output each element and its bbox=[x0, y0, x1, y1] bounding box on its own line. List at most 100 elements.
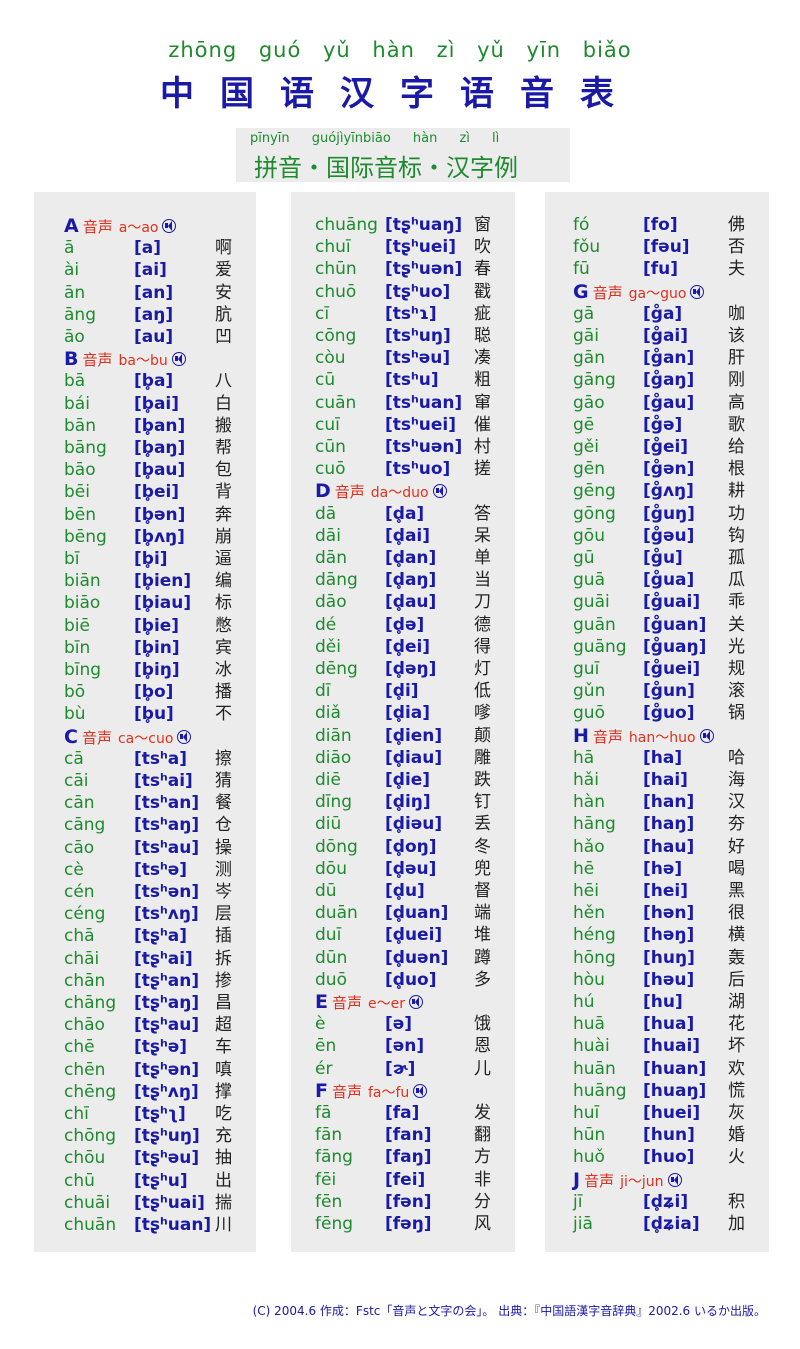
ipa-cell: [d̥iau] bbox=[385, 747, 443, 768]
table-row: cuān [tsʰuan] 窜 bbox=[315, 392, 491, 414]
pinyin-cell: gēng bbox=[573, 481, 616, 502]
pinyin-cell: cén bbox=[64, 882, 95, 902]
speaker-icon[interactable] bbox=[667, 1172, 682, 1187]
section-header: D 音声 da～duo bbox=[315, 480, 491, 502]
pinyin-cell: bā bbox=[64, 371, 86, 392]
speaker-icon[interactable] bbox=[171, 352, 186, 367]
speaker-icon[interactable] bbox=[408, 995, 423, 1009]
ipa-cell: [b̥ən] bbox=[134, 504, 186, 525]
hanzi-cell: 答 bbox=[474, 503, 491, 524]
ipa-cell: [b̥ei] bbox=[134, 482, 180, 503]
pinyin-cell: cāng bbox=[64, 815, 106, 836]
ipa-cell: [d̥aŋ] bbox=[385, 570, 437, 591]
ipa-cell: [b̥a] bbox=[134, 371, 174, 392]
table-row: cān [tsʰan] 餐 bbox=[64, 792, 232, 814]
table-row: còu [tsʰəu] 凑 bbox=[315, 347, 491, 369]
hanzi-cell: 锅 bbox=[728, 703, 745, 724]
pinyin-cell: chēn bbox=[64, 1059, 106, 1080]
table-row: guāi [g̊uai] 乖 bbox=[573, 591, 745, 613]
pinyin-cell: dōng bbox=[315, 836, 358, 857]
ipa-cell: [fəŋ] bbox=[385, 1214, 432, 1234]
section-label: 音声 bbox=[592, 727, 623, 746]
pinyin-cell: chuān bbox=[64, 1215, 117, 1235]
table-row: chōu [tʂʰəu] 抽 bbox=[64, 1147, 232, 1169]
table-row: dū [d̥u] 督 bbox=[315, 880, 491, 902]
ipa-cell: [g̊un] bbox=[643, 681, 695, 702]
section-label: 音声 bbox=[331, 1082, 362, 1101]
pinyin-cell: cī bbox=[315, 303, 330, 324]
table-row: cāi [tsʰai] 猜 bbox=[64, 770, 232, 792]
pinyin-cell: hàn bbox=[573, 792, 605, 813]
speaker-icon[interactable] bbox=[162, 219, 177, 233]
table-row: dūn [d̥uən] 蹲 bbox=[315, 947, 491, 969]
table-row: chuō [tʂʰuo] 戳 bbox=[315, 281, 491, 303]
table-row: guāng [g̊uaŋ] 光 bbox=[573, 636, 745, 658]
ipa-cell: [g̊ai] bbox=[643, 326, 689, 346]
hanzi-cell: 聪 bbox=[474, 326, 491, 346]
table-row: cuō [tsʰuo] 搓 bbox=[315, 458, 491, 480]
hanzi-cell: 关 bbox=[728, 614, 745, 635]
speaker-icon[interactable] bbox=[432, 484, 447, 499]
pinyin-cell: gē bbox=[573, 414, 595, 435]
pinyin-cell: fēn bbox=[315, 1191, 343, 1212]
table-row: bù [b̥u] 不 bbox=[64, 703, 232, 725]
hanzi-cell: 拆 bbox=[215, 948, 232, 969]
table-row: hēi [hei] 黑 bbox=[573, 880, 745, 902]
table-row: chāo [tʂʰau] 超 bbox=[64, 1014, 232, 1036]
hanzi-cell: 宾 bbox=[215, 637, 232, 658]
table-row: bīn [b̥in] 宾 bbox=[64, 637, 232, 659]
table-row: ā [a] 啊 bbox=[64, 237, 232, 259]
speaker-icon[interactable] bbox=[177, 729, 192, 744]
hanzi-cell: 否 bbox=[728, 237, 745, 258]
hanzi-cell: 饿 bbox=[474, 1014, 491, 1035]
table-row: gǔn [g̊un] 滚 bbox=[573, 680, 745, 702]
ipa-cell: [b̥au] bbox=[134, 460, 186, 481]
hanzi-cell: 搬 bbox=[215, 415, 232, 436]
pinyin-cell: biān bbox=[64, 571, 101, 592]
pinyin-cell: gāi bbox=[573, 326, 599, 346]
pinyin-cell: diāo bbox=[315, 747, 352, 768]
pinyin-cell: héng bbox=[573, 925, 616, 946]
table-row: fēi [fei] 非 bbox=[315, 1169, 491, 1191]
ipa-cell: [aŋ] bbox=[134, 304, 174, 325]
section-header: J 音声 ji～jun bbox=[573, 1169, 745, 1191]
table-row: huài [huai] 坏 bbox=[573, 1035, 745, 1057]
hanzi-cell: 吃 bbox=[215, 1104, 232, 1124]
ipa-cell: [fa] bbox=[385, 1103, 420, 1123]
hanzi-cell: 标 bbox=[215, 593, 232, 614]
ipa-cell: [tsʰai] bbox=[134, 771, 193, 791]
pinyin-cell: huǒ bbox=[573, 1147, 605, 1168]
table-row: huǒ [huo] 火 bbox=[573, 1146, 745, 1168]
hanzi-cell: 堆 bbox=[474, 925, 491, 946]
table-row: chuāi [tʂʰuai] 揣 bbox=[64, 1192, 232, 1214]
hanzi-cell: 撑 bbox=[215, 1081, 232, 1102]
hanzi-cell: 刀 bbox=[474, 592, 491, 613]
section-label: 音声 bbox=[331, 994, 362, 1012]
ipa-cell: [d̥uən] bbox=[385, 947, 449, 968]
table-row: diāo [d̥iau] 雕 bbox=[315, 747, 491, 769]
pinyin-cell: è bbox=[315, 1014, 326, 1035]
table-row: huā [hua] 花 bbox=[573, 1013, 745, 1035]
hanzi-cell: 德 bbox=[474, 614, 491, 635]
section-label: 音声 bbox=[82, 218, 113, 236]
pinyin-cell: dū bbox=[315, 881, 337, 901]
pinyin-cell: dān bbox=[315, 548, 347, 568]
pinyin-cell: chuō bbox=[315, 281, 357, 302]
hanzi-cell: 逼 bbox=[215, 549, 232, 569]
hanzi-cell: 慌 bbox=[728, 1080, 745, 1101]
speaker-icon[interactable] bbox=[413, 1083, 428, 1098]
hanzi-cell: 充 bbox=[215, 1126, 232, 1147]
table-row: gān [g̊an] 肝 bbox=[573, 347, 745, 369]
speaker-icon[interactable] bbox=[699, 728, 714, 743]
ipa-cell: [d̥ia] bbox=[385, 703, 431, 724]
table-row: gēng [g̊ʌŋ] 耕 bbox=[573, 480, 745, 502]
pinyin-cell: diū bbox=[315, 814, 342, 835]
speaker-icon[interactable] bbox=[690, 284, 705, 299]
section-label: 音声 bbox=[584, 1171, 615, 1190]
ipa-cell: [huei] bbox=[643, 1103, 701, 1123]
table-row: diū [d̥iəu] 丢 bbox=[315, 813, 491, 835]
table-row: dēng [d̥əŋ] 灯 bbox=[315, 658, 491, 680]
pinyin-cell: bái bbox=[64, 393, 90, 414]
ipa-cell: [au] bbox=[134, 327, 174, 347]
ipa-cell: [b̥ie] bbox=[134, 615, 180, 636]
